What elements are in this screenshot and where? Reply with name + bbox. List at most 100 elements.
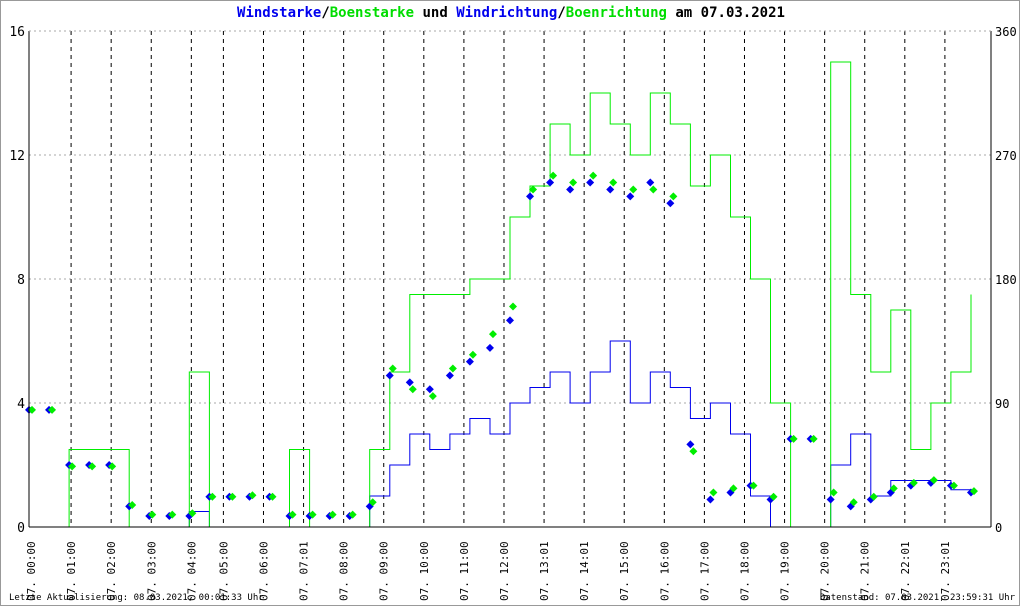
direction-point-boenrichtung <box>448 364 457 373</box>
x-tick-label: 07. 06:00 <box>257 541 270 601</box>
direction-point-boenrichtung <box>789 434 798 443</box>
x-tick-label: 07. 07:01 <box>298 541 311 601</box>
direction-point-windrichtung <box>526 192 535 201</box>
x-tick-label: 07. 05:00 <box>217 541 230 601</box>
direction-point-boenrichtung <box>488 330 497 339</box>
direction-point-boenrichtung <box>709 488 718 497</box>
y-tick-label: 8 <box>17 273 25 288</box>
direction-point-boenrichtung <box>849 498 858 507</box>
direction-point-windrichtung <box>586 178 595 187</box>
x-tick-label: 07. 19:00 <box>779 541 792 601</box>
direction-point-boenrichtung <box>729 484 738 493</box>
direction-point-boenrichtung <box>929 476 938 485</box>
direction-point-boenrichtung <box>208 492 217 501</box>
direction-point-windrichtung <box>405 378 414 387</box>
direction-point-boenrichtung <box>969 487 978 496</box>
x-tick-label: 07. 02:00 <box>105 541 118 601</box>
y2-tick-label: 360 <box>995 25 1017 39</box>
x-tick-label: 07. 11:00 <box>458 541 471 601</box>
direction-point-windrichtung <box>445 371 454 380</box>
x-tick-label: 07. 08:00 <box>338 541 351 601</box>
direction-point-boenrichtung <box>509 302 517 311</box>
y2-tick-label: 270 <box>995 149 1017 163</box>
title-boenstarke: Boenstarke <box>329 5 415 21</box>
x-tick-label: 07. 04:00 <box>185 541 198 601</box>
x-tick-label: 07. 09:00 <box>378 541 391 601</box>
direction-point-boenrichtung <box>829 488 838 497</box>
direction-point-windrichtung <box>485 343 494 352</box>
direction-point-boenrichtung <box>68 462 77 471</box>
direction-point-boenrichtung <box>108 462 117 471</box>
x-tick-label: 07. 10:00 <box>418 541 431 601</box>
direction-point-boenrichtung <box>428 392 437 401</box>
direction-point-boenrichtung <box>609 178 618 187</box>
chart-title: Windstarke/Boenstarke und Windrichtung/B… <box>1 5 1020 21</box>
x-tick-label: 07. 16:00 <box>658 541 671 601</box>
direction-point-boenrichtung <box>629 185 638 194</box>
direction-point-boenrichtung <box>809 434 818 443</box>
title-boenrichtung: Boenrichtung <box>565 5 667 21</box>
direction-point-boenrichtung <box>188 509 197 518</box>
direction-point-boenrichtung <box>28 405 36 414</box>
direction-point-windrichtung <box>566 185 575 194</box>
direction-point-windrichtung <box>626 192 635 201</box>
y-tick-label: 0 <box>17 521 25 536</box>
direction-point-boenrichtung <box>909 478 918 487</box>
title-sep: / <box>321 5 330 21</box>
x-tick-label: 07. 17:00 <box>698 541 711 601</box>
y2-tick-label: 180 <box>995 273 1017 287</box>
direction-point-windrichtung <box>686 440 695 449</box>
direction-point-boenrichtung <box>88 462 97 471</box>
direction-point-windrichtung <box>826 495 835 504</box>
title-windstarke: Windstarke <box>237 5 322 21</box>
direction-point-windrichtung <box>666 199 675 208</box>
direction-point-boenrichtung <box>769 492 778 501</box>
direction-point-windrichtung <box>425 385 434 394</box>
direction-point-boenrichtung <box>128 500 137 509</box>
direction-point-boenrichtung <box>408 385 417 394</box>
y-tick-label: 16 <box>9 25 25 40</box>
title-date: am 07.03.2021 <box>666 5 785 21</box>
direction-point-boenrichtung <box>949 481 958 490</box>
title-windrichtung: Windrichtung <box>456 5 558 21</box>
direction-point-boenrichtung <box>549 171 558 180</box>
direction-point-windrichtung <box>506 316 514 325</box>
title-sep: / <box>557 5 566 21</box>
direction-point-windrichtung <box>546 178 555 187</box>
direction-point-boenrichtung <box>529 185 538 194</box>
data-status: Datenstand: 07.03.2021, 23:59:31 Uhr <box>819 593 1015 603</box>
direction-point-windrichtung <box>706 495 715 504</box>
x-tick-label: 07. 12:00 <box>498 541 511 601</box>
direction-point-boenrichtung <box>228 492 237 501</box>
direction-point-boenrichtung <box>689 447 698 456</box>
direction-point-windrichtung <box>385 371 394 380</box>
x-tick-label: 07. 18:00 <box>738 541 751 601</box>
direction-point-boenrichtung <box>388 364 397 373</box>
y2-tick-label: 90 <box>995 397 1009 411</box>
direction-point-boenrichtung <box>268 492 277 501</box>
x-tick-label: 07. 13:01 <box>538 541 551 601</box>
direction-point-windrichtung <box>606 185 615 194</box>
y-tick-label: 12 <box>9 149 25 164</box>
direction-point-boenrichtung <box>589 171 598 180</box>
direction-point-boenrichtung <box>669 192 678 201</box>
direction-point-boenrichtung <box>468 350 477 359</box>
x-tick-label: 07. 21:00 <box>859 541 872 601</box>
direction-point-boenrichtung <box>368 498 377 507</box>
direction-point-boenrichtung <box>649 185 658 194</box>
direction-point-boenrichtung <box>248 491 257 500</box>
title-mid: und <box>414 5 457 21</box>
direction-point-boenrichtung <box>889 484 898 493</box>
x-tick-label: 07. 14:01 <box>578 541 591 601</box>
y2-tick-label: 0 <box>995 521 1002 535</box>
direction-point-boenrichtung <box>48 405 57 414</box>
direction-point-boenrichtung <box>569 178 578 187</box>
x-tick-label: 07. 23:01 <box>939 541 952 601</box>
series-line-boenstarke <box>29 61 972 528</box>
x-tick-label: 07. 03:00 <box>145 541 158 601</box>
x-tick-label: 07. 22:01 <box>899 541 912 601</box>
direction-point-windrichtung <box>465 357 474 366</box>
direction-point-windrichtung <box>646 178 655 187</box>
